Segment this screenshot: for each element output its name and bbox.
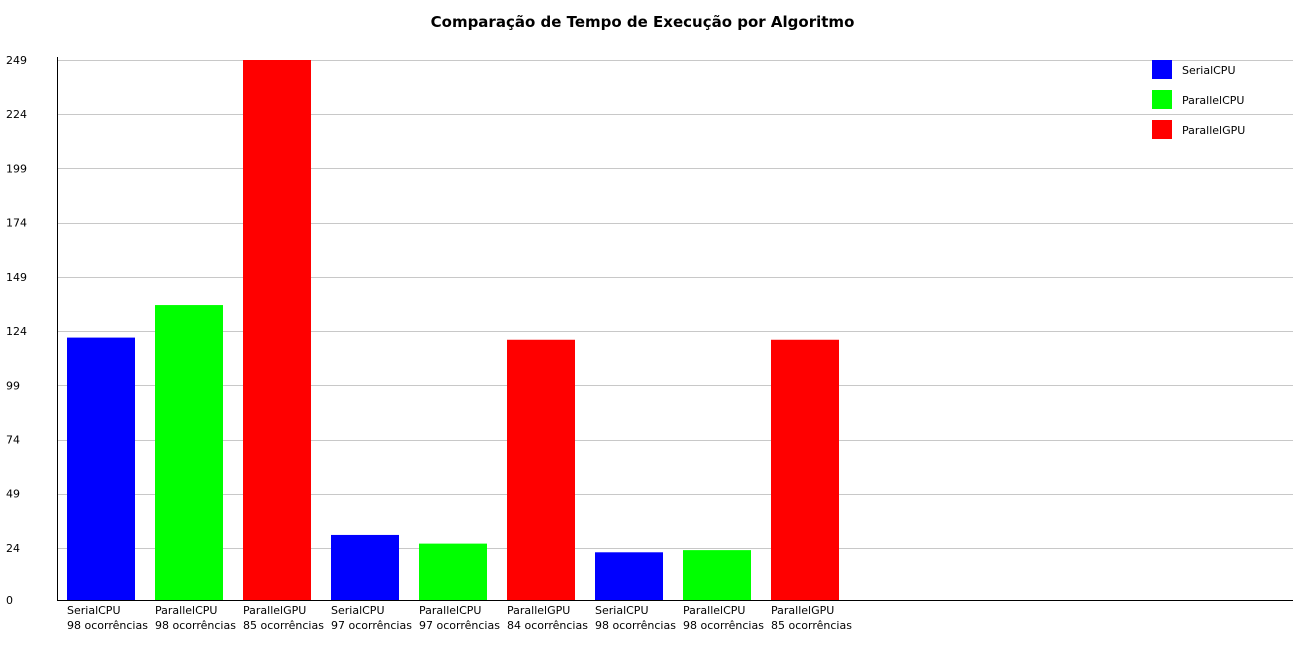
x-tick-label: ParallelGPU [771, 604, 834, 617]
bar-parallelgpu [507, 339, 575, 600]
legend: SerialCPU ParallelCPU ParallelGPU [1152, 60, 1245, 139]
x-tick-labels: SerialCPU 98 ocorrências ParallelCPU 98 oco… [67, 604, 852, 632]
x-tick-sublabel: 98 ocorrências [683, 619, 764, 632]
bar-serialcpu [67, 337, 135, 600]
y-tick-label: 99 [6, 379, 20, 392]
bar-parallelcpu [419, 543, 487, 600]
y-tick-labels: 0 24 49 74 99 124 149 174 199 224 249 [6, 54, 27, 607]
x-tick-label: ParallelCPU [155, 604, 217, 617]
grid-lines [57, 60, 1293, 549]
y-tick-label: 149 [6, 271, 27, 284]
y-tick-label: 174 [6, 217, 27, 230]
legend-label: ParallelCPU [1182, 94, 1244, 107]
bar-serialcpu [331, 534, 399, 600]
y-tick-label: 74 [6, 434, 20, 447]
x-tick-label: SerialCPU [67, 604, 121, 617]
axes [57, 57, 1293, 601]
x-tick-sublabel: 98 ocorrências [67, 619, 148, 632]
bar-parallelcpu [155, 305, 223, 600]
x-tick-sublabel: 84 ocorrências [507, 619, 588, 632]
y-tick-label: 199 [6, 162, 27, 175]
x-tick-sublabel: 85 ocorrências [243, 619, 324, 632]
y-tick-label: 24 [6, 542, 20, 555]
x-tick-label: SerialCPU [595, 604, 649, 617]
legend-label: ParallelGPU [1182, 124, 1245, 137]
chart-title: Comparação de Tempo de Execução por Algo… [430, 13, 855, 31]
bar-parallelcpu [683, 550, 751, 600]
legend-swatch [1152, 120, 1172, 139]
x-tick-label: ParallelCPU [683, 604, 745, 617]
legend-label: SerialCPU [1182, 64, 1236, 77]
x-tick-sublabel: 97 ocorrências [419, 619, 500, 632]
y-tick-label: 124 [6, 325, 27, 338]
x-tick-sublabel: 85 ocorrências [771, 619, 852, 632]
x-tick-label: ParallelGPU [243, 604, 306, 617]
x-tick-label: SerialCPU [331, 604, 385, 617]
bar-parallelgpu [243, 60, 311, 600]
x-tick-label: ParallelCPU [419, 604, 481, 617]
y-tick-label: 0 [6, 594, 13, 607]
y-tick-label: 49 [6, 488, 20, 501]
bar-parallelgpu [771, 339, 839, 600]
y-tick-label: 249 [6, 54, 27, 67]
legend-swatch [1152, 90, 1172, 109]
x-tick-sublabel: 98 ocorrências [155, 619, 236, 632]
bars [67, 60, 839, 600]
y-tick-label: 224 [6, 108, 27, 121]
bar-serialcpu [595, 552, 663, 600]
x-tick-label: ParallelGPU [507, 604, 570, 617]
legend-swatch [1152, 60, 1172, 79]
x-tick-sublabel: 98 ocorrências [595, 619, 676, 632]
x-tick-sublabel: 97 ocorrências [331, 619, 412, 632]
